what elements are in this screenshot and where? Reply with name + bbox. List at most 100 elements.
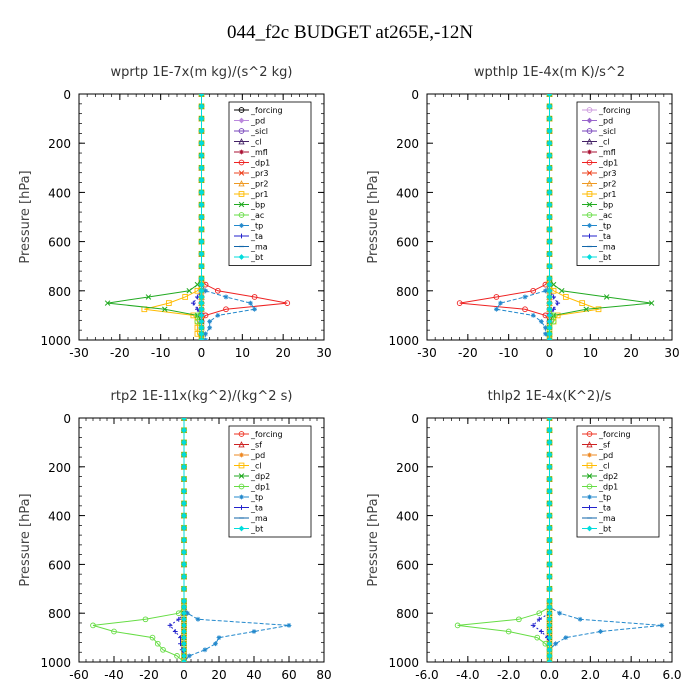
x-tick-label: 60 <box>281 668 296 682</box>
legend-label: _sf <box>250 441 262 450</box>
data-point-bt <box>546 306 553 313</box>
data-point-tp <box>186 653 192 659</box>
data-point-bp <box>550 281 557 288</box>
data-point-dp1 <box>223 306 229 313</box>
data-point-dp1 <box>530 287 537 294</box>
data-point-bt <box>198 251 205 257</box>
legend-label: _ac <box>250 211 264 220</box>
data-point-tp <box>563 635 569 640</box>
x-tick-label: 6.0 <box>662 668 681 682</box>
data-point-bt <box>181 598 187 604</box>
data-point-tp <box>207 319 213 324</box>
y-tick-label: 1000 <box>40 334 71 348</box>
y-tick-label: 1000 <box>388 656 419 670</box>
data-point-tp <box>659 623 665 628</box>
data-point-tp <box>553 641 559 647</box>
data-point-bt <box>181 585 187 592</box>
data-point-dp1 <box>214 287 221 294</box>
data-point-dp1 <box>142 616 149 623</box>
data-point-bt <box>546 418 553 421</box>
chart-title: wprtp 1E-7x(m kg)/(s^2 kg) <box>111 65 293 80</box>
data-point-bt <box>198 331 205 337</box>
data-point-bt <box>546 201 553 208</box>
data-point-bt <box>181 488 187 495</box>
data-point-bt <box>181 659 187 662</box>
y-tick-label: 600 <box>396 236 419 250</box>
x-tick-label: -30 <box>417 346 437 360</box>
legend-label: _forcing <box>250 430 283 439</box>
legend-label: _dp2 <box>598 472 618 481</box>
data-point-bt <box>198 164 205 171</box>
data-point-bt <box>181 622 187 629</box>
y-tick-label: 0 <box>63 412 71 426</box>
legend-label: _mfl <box>250 148 268 157</box>
x-tick-label: -2.0 <box>497 668 520 682</box>
legend-marker <box>238 431 245 437</box>
data-point-tp <box>538 319 544 324</box>
data-point-bt <box>546 500 553 507</box>
legend-label: _ac <box>598 211 612 220</box>
data-point-bt <box>198 318 205 325</box>
x-tick-label: 10 <box>583 346 598 360</box>
data-point-bt <box>546 610 553 617</box>
data-point-bt <box>181 512 187 519</box>
y-tick-label: 400 <box>48 186 71 200</box>
data-point-bt <box>181 418 187 421</box>
x-tick-label: -20 <box>139 668 159 682</box>
x-tick-label: 0 <box>198 346 206 360</box>
data-point-tp <box>195 616 201 622</box>
legend-marker <box>238 128 245 134</box>
data-point-bt <box>181 604 187 610</box>
legend-marker <box>587 149 592 155</box>
data-point-tp <box>213 641 218 647</box>
legend-label: _sf <box>598 441 610 450</box>
legend-marker <box>587 233 592 239</box>
data-point-bt <box>546 628 553 635</box>
legend-marker <box>239 494 244 500</box>
data-point-tp <box>286 623 292 628</box>
data-point-bt <box>181 646 187 653</box>
x-tick-label: 2.0 <box>581 668 600 682</box>
legend-marker <box>586 128 593 134</box>
data-point-bt <box>181 549 187 556</box>
x-tick-label: 4.0 <box>622 668 641 682</box>
legend-marker <box>586 483 593 490</box>
data-point-tp <box>251 629 257 634</box>
data-point-bt <box>546 275 553 282</box>
series-group <box>454 418 665 662</box>
legend-marker <box>586 473 593 479</box>
legend-label: _sicl <box>250 127 268 136</box>
legend-label: _ta <box>598 504 611 513</box>
data-point-pr1 <box>182 294 189 300</box>
data-point-dp1 <box>516 616 522 623</box>
data-point-bt <box>546 281 553 288</box>
x-tick-label: -6.0 <box>415 668 438 682</box>
series-line-bp <box>107 94 202 340</box>
legend-label: _pr1 <box>250 190 268 199</box>
data-point-bp <box>583 306 590 313</box>
x-tick-label: 20 <box>624 346 639 360</box>
data-point-bt <box>546 634 553 641</box>
data-point-tp <box>252 306 257 312</box>
data-point-bt <box>546 189 553 196</box>
data-point-bt <box>546 463 553 470</box>
data-point-dp1 <box>149 634 156 641</box>
x-tick-label: 0 <box>546 346 554 360</box>
legend-label: _bp <box>598 201 613 210</box>
legend-label: _ta <box>250 504 263 513</box>
data-point-bt <box>546 214 553 220</box>
data-point-bt <box>546 152 553 159</box>
data-point-dp1 <box>534 634 541 641</box>
x-tick-label: -10 <box>499 346 519 360</box>
data-point-ta <box>167 623 173 628</box>
data-point-bt <box>198 115 205 122</box>
data-point-bt <box>198 94 205 97</box>
data-point-bt <box>546 263 553 270</box>
data-point-dp1 <box>522 306 528 313</box>
data-point-bt <box>181 537 187 543</box>
data-point-tp <box>216 635 222 640</box>
chart-title: rtp2 1E-11x(kg^2)/(kg^2 s) <box>111 389 293 404</box>
data-point-bt <box>198 337 205 340</box>
legend-label: _sicl <box>598 127 616 136</box>
data-point-bt <box>546 524 553 531</box>
